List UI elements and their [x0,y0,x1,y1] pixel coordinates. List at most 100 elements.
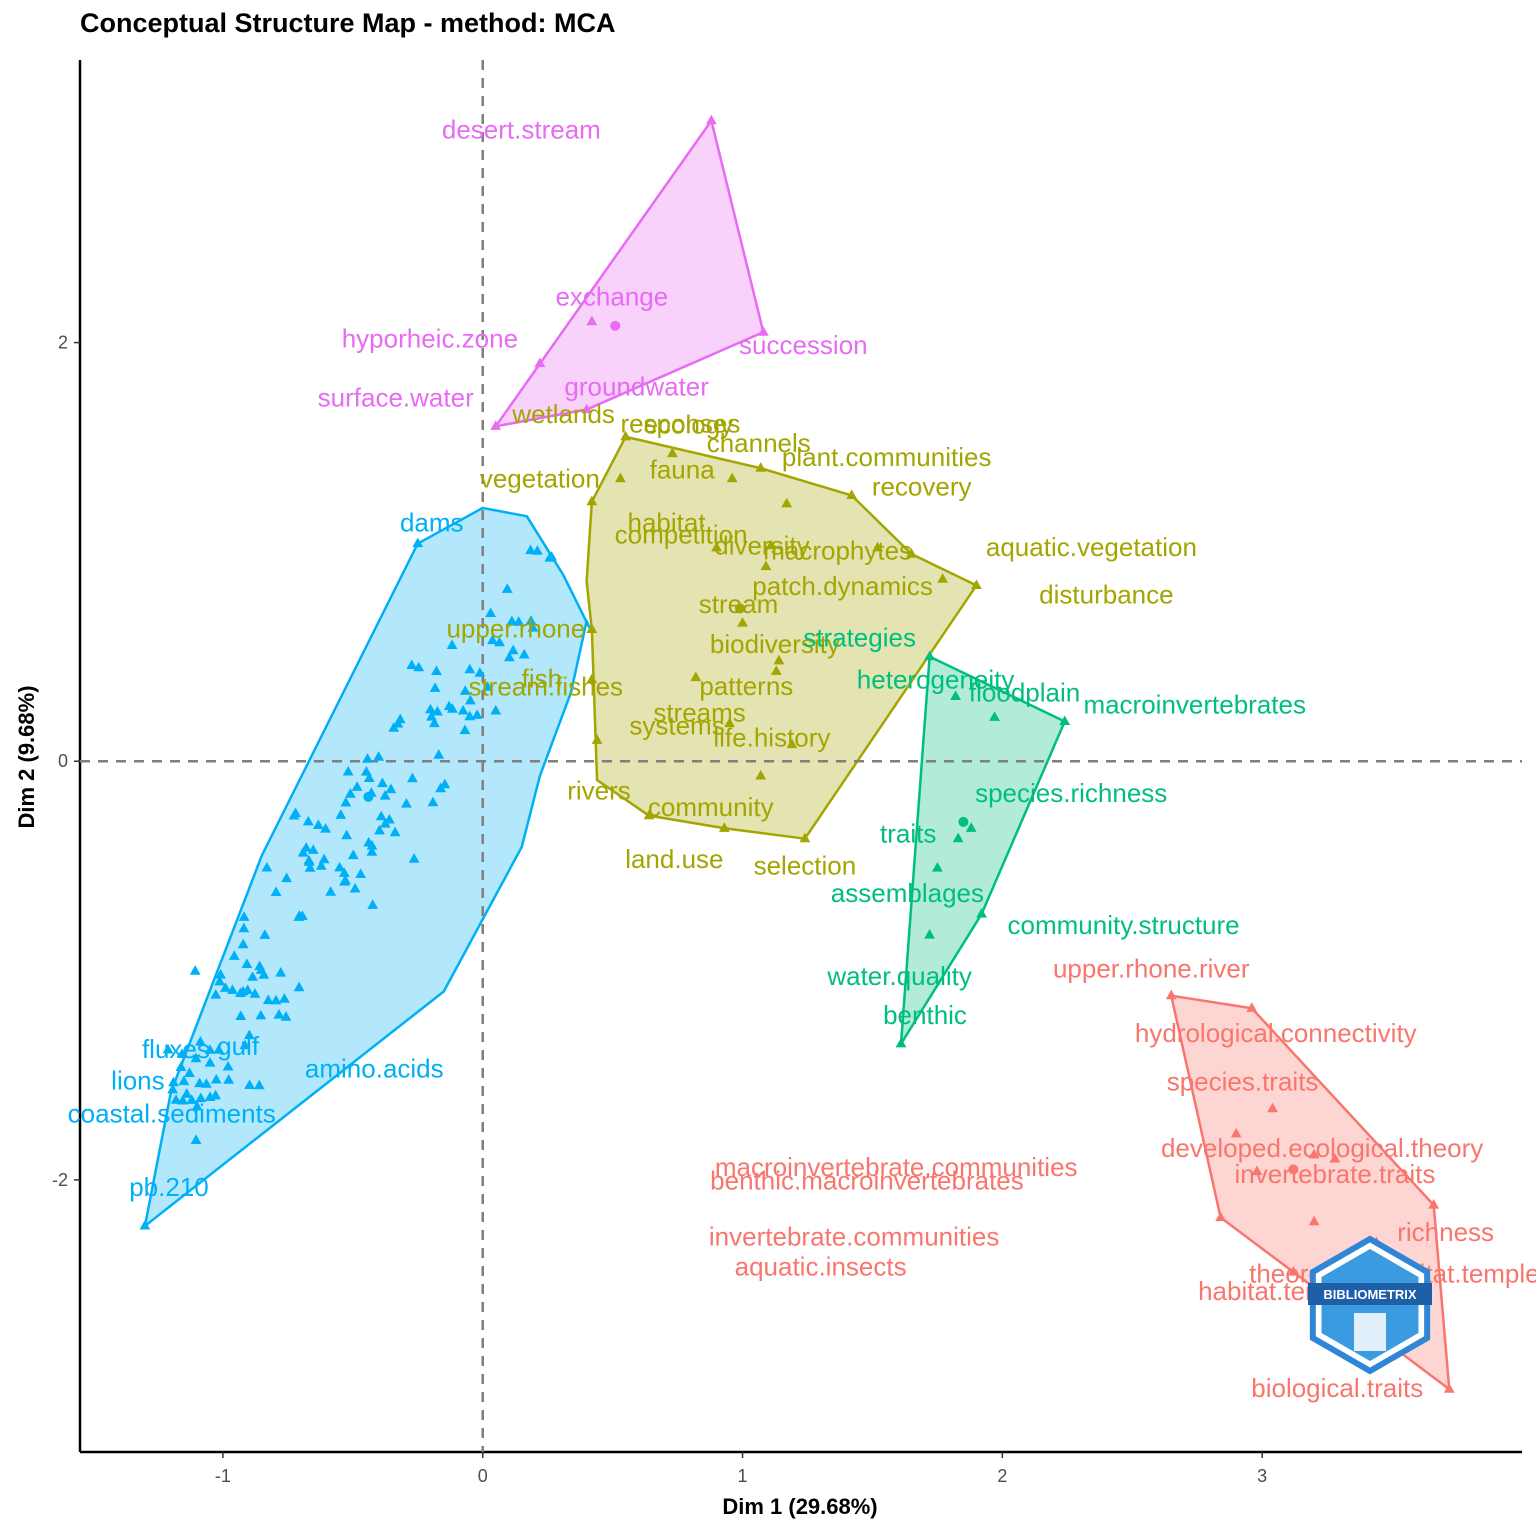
cluster-4-point [482,681,493,691]
cluster-2-point [737,617,748,627]
cluster-4-point [400,798,412,808]
cluster-4-point [377,777,388,788]
cluster-4-point [412,537,424,548]
cluster-4-point [406,659,418,670]
cluster-4-point [351,781,363,791]
cluster-4-point [162,1043,174,1054]
logo-figure [1354,1313,1386,1351]
point-label: species.richness [975,778,1167,808]
point-label: gulf [217,1031,260,1061]
cluster-4-point [340,796,352,807]
cluster-5-point [705,114,717,125]
cluster-2-point [906,548,917,558]
point-label: richness [1397,1217,1494,1247]
cluster-4-point [362,753,373,763]
point-label: vegetation [480,464,600,494]
cluster-1-point [1329,1152,1341,1163]
cluster-4-point [241,958,253,969]
cluster-4-point [406,772,418,783]
cluster-5-point [581,403,593,414]
cluster-4-point [181,1088,193,1098]
cluster-2-point [690,671,702,682]
cluster-3-point [895,1037,907,1048]
point-label: water.quality [826,961,972,991]
cluster-4-point [334,861,346,872]
cluster-1-point [1443,1383,1455,1393]
cluster-4-point [139,1219,151,1230]
axes: -1 0 1 2 3 -2 0 2 [52,60,1522,1486]
cluster-1-point [1246,1002,1258,1012]
y-tick-label: -2 [52,1170,68,1190]
cluster-4-point [408,853,420,863]
cluster-4-point [176,1048,188,1058]
point-label: coastal.sediments [68,1098,276,1128]
cluster-2-point [591,734,603,744]
point-label: responses [620,409,740,439]
cluster-4-point [347,849,359,860]
cluster-2-point [666,447,678,458]
cluster-1-point [1267,1102,1278,1113]
point-label: upper.rhone [446,613,585,643]
logo-banner [1308,1283,1432,1305]
point-label: heterogeneity [857,664,1015,694]
cluster-4-point [363,836,375,847]
cluster-4-point [433,749,445,759]
cluster-2-point [799,832,811,843]
cluster-4-point [297,847,309,857]
cluster-3-point [924,650,936,661]
cluster-2-point [970,579,982,590]
cluster-4-point [278,993,290,1003]
logo-text: BIBLIOMETRIX [1323,1287,1416,1302]
cluster-2-point [586,495,598,506]
cluster-1-point [1251,1165,1263,1176]
cluster-1-point [1287,1265,1299,1276]
cluster-4-point [531,545,543,555]
cluster-3-point [952,832,964,843]
data-points [139,114,1455,1393]
x-tick-label: 2 [997,1466,1007,1486]
cluster-4-point [270,886,282,897]
point-label: succession [739,330,868,360]
point-label: developed.ecological.theory [1161,1133,1483,1163]
cluster-4-point [204,1057,216,1067]
cluster-2-point [586,623,598,633]
cluster-4-point [195,1036,206,1046]
point-label: systems [629,710,724,740]
cluster-4-point [288,809,300,820]
cluster-4-point [394,713,406,724]
cluster-2-point [643,809,655,820]
cluster-4-point [297,910,308,920]
point-label: stream [699,589,778,619]
cluster-4-point [388,722,400,732]
point-label: exchange [555,282,668,312]
cluster-3-centroid [958,816,969,827]
cluster-4-hull [143,506,591,1228]
cluster-3-point [989,711,1000,721]
cluster-4-point [177,1094,189,1105]
point-label: biological.traits [1251,1373,1423,1403]
cluster-4-point [255,1009,267,1020]
point-label: amino.acids [305,1054,444,1084]
cluster-4-point [320,823,331,833]
cluster-4-point [214,975,226,986]
cluster-2-point [724,717,735,728]
cluster-2-point [615,472,626,483]
cluster-1-point [1308,1148,1320,1159]
point-label: desert.stream [442,115,601,145]
point-label: invertebrate.traits [1234,1159,1435,1189]
point-label: macroinvertebrates [1083,689,1306,719]
cluster-2-point [755,462,767,472]
point-label: patch.dynamics [752,571,933,601]
cluster-4-point [325,886,337,896]
cluster-4-point [379,818,391,828]
point-label: invertebrate.communities [709,1222,999,1252]
cluster-4-point [237,938,249,949]
point-label: fluxes [142,1034,210,1064]
cluster-4-point [228,950,240,960]
point-label: recovery [872,471,972,501]
cluster-4-point [293,981,305,992]
cluster-4-point [254,960,266,971]
cluster-4-point [195,1092,207,1103]
cluster-2-point [846,489,858,499]
cluster-4-point [428,717,440,728]
